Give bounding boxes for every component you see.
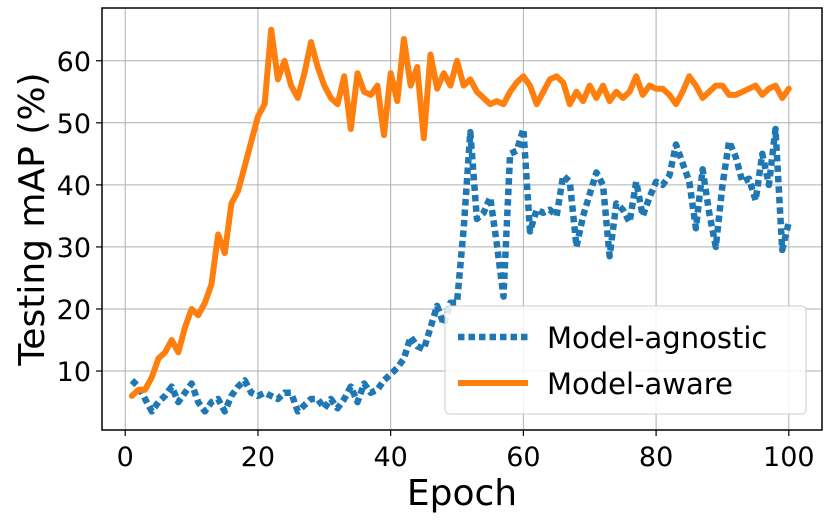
x-tick-label: 60 — [506, 442, 540, 473]
legend-label-model-aware: Model-aware — [547, 367, 733, 401]
y-tick-label: 10 — [57, 357, 91, 388]
series-lines — [128, 26, 792, 415]
x-tick-label: 40 — [373, 442, 407, 473]
series-line-model-agnostic — [129, 125, 792, 415]
x-tick-label: 0 — [117, 442, 134, 473]
plot-frame — [101, 7, 823, 431]
y-tick-label: 50 — [57, 109, 91, 140]
y-axis-label: Testing mAP (%) — [12, 72, 53, 366]
legend-label-model-agnostic: Model-agnostic — [547, 321, 767, 355]
x-tick-label: 20 — [241, 442, 275, 473]
x-axis-label: Epoch — [407, 473, 517, 514]
axis-ticks: 0 20 40 60 80 100 10 20 30 40 50 60 — [57, 47, 815, 473]
y-tick-label: 60 — [57, 47, 91, 78]
x-tick-label: 100 — [763, 442, 815, 473]
x-tick-label: 80 — [639, 442, 673, 473]
series-line-model-aware — [128, 26, 792, 399]
legend: Model-agnostic Model-aware — [444, 305, 807, 415]
y-tick-label: 30 — [57, 233, 91, 264]
y-tick-label: 40 — [57, 171, 91, 202]
y-tick-label: 20 — [57, 295, 91, 326]
legend-box — [444, 305, 807, 415]
